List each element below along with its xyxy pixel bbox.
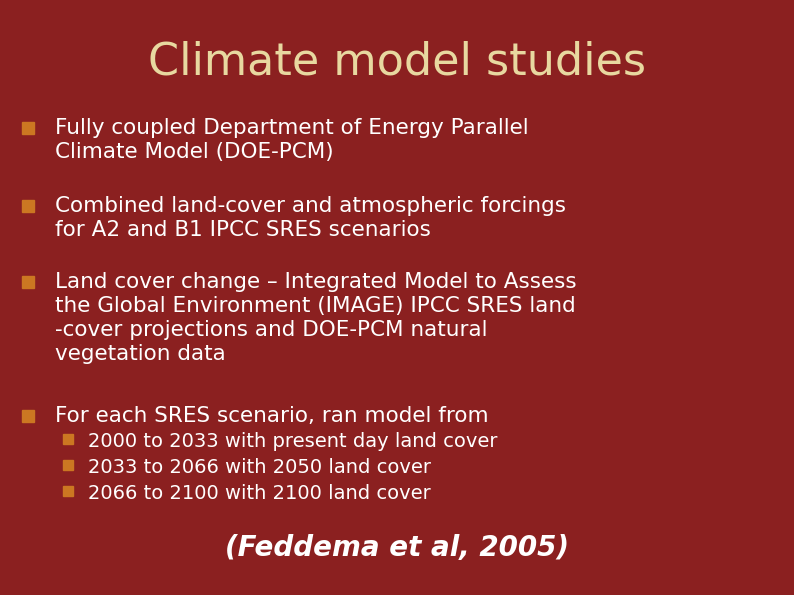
Text: 2000 to 2033 with present day land cover: 2000 to 2033 with present day land cover <box>88 432 498 451</box>
Text: For each SRES scenario, ran model from: For each SRES scenario, ran model from <box>55 406 488 426</box>
Text: Climate model studies: Climate model studies <box>148 40 646 83</box>
Text: Combined land-cover and atmospheric forcings
for A2 and B1 IPCC SRES scenarios: Combined land-cover and atmospheric forc… <box>55 196 566 240</box>
Text: 2066 to 2100 with 2100 land cover: 2066 to 2100 with 2100 land cover <box>88 484 431 503</box>
Text: Land cover change – Integrated Model to Assess
the Global Environment (IMAGE) IP: Land cover change – Integrated Model to … <box>55 272 576 364</box>
Text: (Feddema et al, 2005): (Feddema et al, 2005) <box>225 534 569 562</box>
Text: 2033 to 2066 with 2050 land cover: 2033 to 2066 with 2050 land cover <box>88 458 431 477</box>
Text: Fully coupled Department of Energy Parallel
Climate Model (DOE-PCM): Fully coupled Department of Energy Paral… <box>55 118 529 162</box>
